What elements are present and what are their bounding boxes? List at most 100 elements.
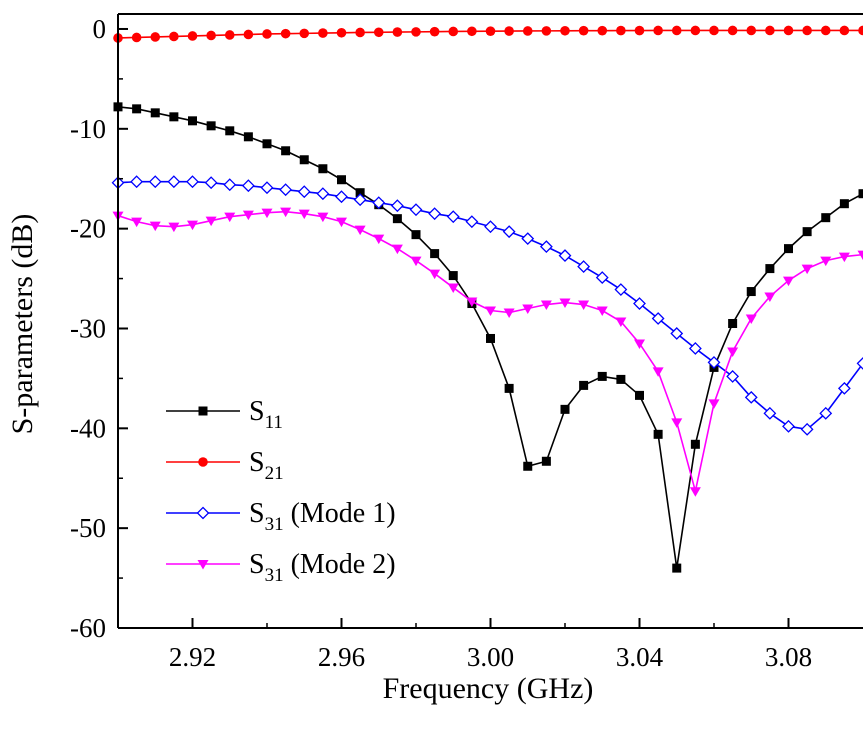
data-point bbox=[802, 227, 812, 237]
data-point bbox=[448, 26, 459, 37]
data-point bbox=[206, 30, 216, 41]
y-tick-label: 0 bbox=[93, 14, 107, 44]
data-point bbox=[131, 32, 142, 43]
data-point bbox=[297, 185, 311, 199]
data-point bbox=[541, 456, 551, 466]
data-point bbox=[337, 175, 346, 185]
data-point bbox=[539, 240, 553, 254]
data-point bbox=[390, 199, 404, 213]
data-point bbox=[466, 297, 478, 308]
data-point bbox=[150, 32, 161, 42]
data-point bbox=[690, 439, 700, 449]
data-point bbox=[318, 28, 328, 38]
legend-marker bbox=[196, 506, 210, 520]
data-point bbox=[634, 25, 645, 36]
data-point bbox=[260, 181, 274, 195]
data-point bbox=[595, 271, 609, 284]
data-point bbox=[708, 399, 720, 409]
data-point bbox=[316, 187, 330, 201]
data-point bbox=[858, 189, 863, 199]
data-point bbox=[578, 25, 589, 36]
data-point bbox=[150, 108, 160, 118]
data-point bbox=[821, 213, 831, 223]
x-tick-label: 3.04 bbox=[616, 642, 664, 672]
data-point bbox=[430, 249, 440, 259]
data-point bbox=[392, 27, 403, 37]
data-point bbox=[372, 196, 386, 210]
x-tick-label: 3.08 bbox=[765, 642, 812, 672]
data-point bbox=[373, 27, 384, 38]
data-point bbox=[690, 25, 701, 36]
y-axis-title: S-parameters (dB) bbox=[6, 214, 39, 435]
data-point bbox=[502, 225, 516, 239]
data-point bbox=[689, 487, 701, 497]
legend-marker bbox=[198, 406, 208, 416]
data-point bbox=[837, 381, 851, 395]
data-point bbox=[521, 232, 535, 246]
data-point bbox=[223, 178, 237, 192]
data-point bbox=[504, 383, 514, 393]
data-point bbox=[634, 339, 645, 349]
x-axis-title: Frequency (GHz) bbox=[383, 672, 594, 705]
data-point bbox=[746, 287, 756, 297]
data-point bbox=[318, 164, 328, 174]
data-point bbox=[728, 318, 738, 328]
legend-item: S31 (Mode 2) bbox=[166, 549, 396, 586]
y-tick-label: -50 bbox=[70, 513, 106, 543]
legend: S11 S21 S31 (Mode 1) S31 (Mode 2) bbox=[166, 396, 396, 586]
legend-item: S31 (Mode 1) bbox=[166, 498, 396, 535]
legend-marker bbox=[197, 560, 209, 570]
data-point bbox=[597, 371, 607, 381]
data-point bbox=[280, 28, 291, 39]
data-point bbox=[765, 25, 775, 36]
data-point bbox=[653, 429, 663, 439]
data-point bbox=[224, 212, 236, 223]
data-point bbox=[726, 369, 740, 383]
data-point bbox=[373, 234, 385, 245]
x-tick-label: 2.96 bbox=[318, 642, 365, 672]
data-point bbox=[783, 276, 794, 287]
data-point bbox=[820, 256, 832, 267]
data-point bbox=[429, 269, 441, 280]
data-point bbox=[187, 220, 198, 231]
data-point bbox=[486, 333, 495, 343]
data-point bbox=[727, 347, 739, 357]
data-point bbox=[672, 563, 682, 573]
data-point bbox=[688, 342, 702, 355]
data-point bbox=[839, 25, 850, 36]
data-point bbox=[392, 214, 402, 224]
data-point bbox=[353, 193, 367, 207]
data-point bbox=[560, 25, 570, 36]
data-point bbox=[503, 308, 515, 319]
data-point bbox=[858, 25, 863, 36]
data-point bbox=[839, 199, 849, 209]
data-point bbox=[281, 146, 291, 156]
data-point bbox=[800, 422, 814, 436]
data-point bbox=[783, 25, 794, 36]
axes-layer: 2.92 2.96 3.00 3.04 3.08 0 -10 -20 -30 -40 -50 -60 bbox=[70, 13, 863, 672]
data-point bbox=[446, 210, 460, 224]
series-2 bbox=[111, 175, 863, 436]
data-point bbox=[857, 250, 863, 261]
data-point bbox=[765, 264, 775, 274]
data-point bbox=[299, 155, 309, 165]
data-point bbox=[744, 390, 758, 404]
data-point bbox=[485, 26, 496, 36]
legend-label: S31 (Mode 2) bbox=[249, 549, 396, 586]
data-point bbox=[802, 25, 812, 36]
data-point bbox=[243, 29, 254, 40]
data-point bbox=[262, 29, 272, 39]
x-tick-label: 3.00 bbox=[467, 642, 514, 672]
data-point bbox=[782, 419, 795, 433]
data-point bbox=[484, 220, 497, 234]
legend-item: S21 bbox=[166, 447, 284, 484]
data-point bbox=[671, 418, 683, 428]
data-point bbox=[856, 357, 863, 370]
data-point bbox=[148, 175, 162, 189]
data-point bbox=[522, 304, 534, 315]
data-point bbox=[596, 306, 608, 317]
series-line bbox=[117, 210, 863, 492]
data-point bbox=[224, 30, 235, 40]
data-point bbox=[746, 25, 757, 36]
